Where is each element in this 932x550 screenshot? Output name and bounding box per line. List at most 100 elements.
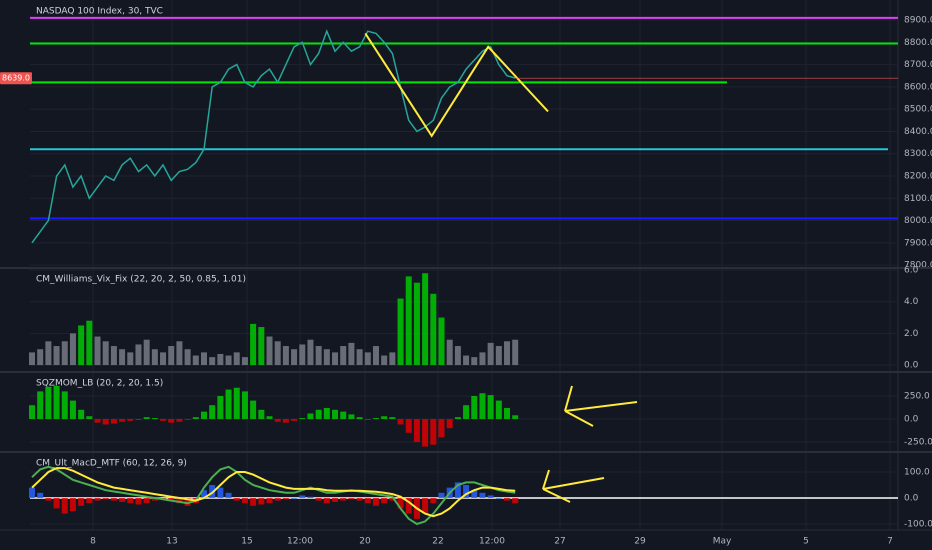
bar — [200, 352, 207, 366]
y-tick-label: 8000.0 — [904, 216, 932, 226]
bar — [209, 405, 216, 419]
bar — [94, 498, 101, 501]
bar — [69, 498, 76, 512]
bar — [45, 341, 52, 366]
y-tick-label: 100.0 — [904, 468, 930, 478]
price-tag-label: 8639.0 — [2, 74, 30, 83]
bar — [151, 418, 158, 419]
bar — [168, 418, 175, 423]
x-tick-label: 12:00 — [287, 537, 313, 547]
bar — [422, 418, 429, 447]
bar — [61, 341, 68, 366]
price-tag — [0, 72, 32, 85]
bar — [356, 349, 363, 366]
bar — [176, 498, 183, 504]
y-tick-label: 0.0 — [904, 414, 919, 424]
bar — [454, 346, 461, 366]
series-line — [31, 465, 516, 526]
bar — [69, 400, 76, 419]
y-tick-label: 8300.0 — [904, 149, 932, 159]
bar — [299, 418, 306, 419]
bar — [512, 415, 519, 419]
bar — [217, 487, 224, 499]
panel-title: CM_Ult_MacD_MTF (60, 12, 26, 9) — [36, 459, 187, 469]
bar — [291, 349, 298, 366]
y-tick-label: 8600.0 — [904, 82, 932, 92]
bar — [258, 409, 265, 419]
bar — [348, 414, 355, 419]
bar — [479, 393, 486, 419]
bar — [168, 498, 175, 501]
bar — [160, 352, 167, 366]
bar — [323, 407, 330, 419]
bar — [45, 386, 52, 419]
bar — [37, 492, 44, 499]
bar — [340, 498, 347, 501]
bar — [307, 339, 314, 366]
series-line — [31, 467, 516, 518]
bar — [438, 492, 445, 499]
bar — [250, 498, 257, 506]
trend-line — [364, 32, 549, 138]
bar — [61, 391, 68, 419]
bar — [86, 416, 93, 419]
bar — [184, 498, 191, 506]
bar — [119, 418, 126, 422]
bar — [479, 352, 486, 366]
bar — [135, 418, 142, 420]
bar — [143, 417, 150, 419]
x-tick-label: 8 — [90, 537, 96, 547]
bar — [274, 418, 281, 422]
bar — [422, 273, 429, 366]
x-tick-label: 13 — [166, 537, 177, 547]
bar — [348, 342, 355, 366]
bar — [315, 498, 322, 501]
bar — [225, 389, 232, 419]
bar — [495, 400, 502, 419]
bar — [430, 498, 437, 504]
panel-title: SQZMOM_LB (20, 2, 20, 1.5) — [36, 379, 163, 389]
y-tick-label: 8700.0 — [904, 60, 932, 70]
bar — [430, 293, 437, 366]
bar — [119, 349, 126, 366]
bar — [192, 417, 199, 419]
bar — [258, 327, 265, 366]
x-tick-label: 27 — [554, 537, 565, 547]
bar — [463, 405, 470, 419]
bar — [233, 352, 240, 366]
bar — [241, 357, 248, 366]
bar — [446, 418, 453, 429]
y-tick-label: 7900.0 — [904, 238, 932, 248]
y-tick-label: 8800.0 — [904, 38, 932, 48]
bar — [405, 418, 412, 433]
bar — [160, 418, 167, 421]
bar — [86, 498, 93, 504]
bar — [504, 341, 511, 366]
bar — [37, 391, 44, 419]
bar — [512, 498, 519, 504]
bar — [454, 482, 461, 499]
bar — [258, 498, 265, 505]
bar — [463, 485, 470, 499]
bar — [487, 495, 494, 499]
bar — [69, 333, 76, 366]
x-tick-label: 29 — [634, 537, 646, 547]
bar — [110, 418, 117, 424]
bar — [61, 498, 68, 514]
x-tick-label: May — [713, 537, 732, 547]
x-tick-label: 5 — [803, 537, 809, 547]
bar — [135, 344, 142, 366]
y-tick-label: 2.0 — [904, 329, 919, 339]
bar — [225, 492, 232, 499]
y-tick-label: 0.0 — [904, 361, 919, 371]
bar — [29, 352, 35, 366]
bar — [446, 339, 453, 366]
bar — [274, 498, 281, 501]
x-tick-label: 7 — [887, 537, 893, 547]
bar — [102, 418, 109, 425]
bar — [364, 352, 371, 366]
bar — [340, 411, 347, 419]
x-tick-label: 22 — [432, 537, 443, 547]
bar — [405, 276, 412, 366]
